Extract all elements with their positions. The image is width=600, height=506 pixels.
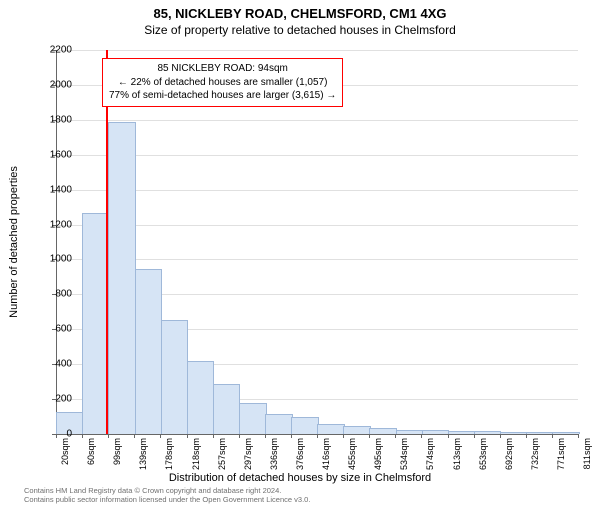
y-tick-label: 1200 xyxy=(32,219,72,230)
x-tick-label: 336sqm xyxy=(269,438,279,472)
plot-area xyxy=(56,50,578,434)
x-tick-label: 653sqm xyxy=(478,438,488,472)
histogram-bar xyxy=(474,431,502,434)
x-axis-title: Distribution of detached houses by size … xyxy=(0,472,600,484)
x-tick-mark xyxy=(474,434,475,438)
x-tick-mark xyxy=(526,434,527,438)
x-tick-mark xyxy=(500,434,501,438)
histogram-bar xyxy=(422,430,450,434)
x-tick-mark xyxy=(395,434,396,438)
x-tick-label: 771sqm xyxy=(556,438,566,472)
x-tick-mark xyxy=(265,434,266,438)
x-tick-mark xyxy=(552,434,553,438)
x-tick-mark xyxy=(134,434,135,438)
property-marker-line xyxy=(106,50,108,434)
annotation-box: 85 NICKLEBY ROAD: 94sqm ← 22% of detache… xyxy=(102,58,343,107)
x-tick-label: 297sqm xyxy=(243,438,253,472)
x-tick-mark xyxy=(369,434,370,438)
histogram-bar xyxy=(108,122,136,434)
x-tick-label: 495sqm xyxy=(373,438,383,472)
gridline xyxy=(56,120,578,121)
histogram-bar xyxy=(317,424,345,434)
page-subtitle: Size of property relative to detached ho… xyxy=(0,23,600,37)
page-title: 85, NICKLEBY ROAD, CHELMSFORD, CM1 4XG xyxy=(0,6,600,21)
x-tick-mark xyxy=(213,434,214,438)
y-tick-label: 2000 xyxy=(32,79,72,90)
y-tick-label: 1800 xyxy=(32,114,72,125)
footer-attribution: Contains HM Land Registry data © Crown c… xyxy=(24,486,310,504)
histogram-bar xyxy=(552,432,580,434)
x-tick-label: 99sqm xyxy=(112,438,122,472)
x-tick-label: 732sqm xyxy=(530,438,540,472)
annotation-line3: 77% of semi-detached houses are larger (… xyxy=(109,89,336,103)
x-tick-label: 257sqm xyxy=(217,438,227,472)
y-tick-label: 200 xyxy=(32,394,72,405)
y-tick-label: 1000 xyxy=(32,254,72,265)
y-tick-label: 600 xyxy=(32,324,72,335)
histogram-bar xyxy=(135,269,163,434)
x-tick-mark xyxy=(317,434,318,438)
x-tick-mark xyxy=(160,434,161,438)
x-tick-mark xyxy=(421,434,422,438)
x-tick-label: 178sqm xyxy=(164,438,174,472)
histogram-bar xyxy=(187,361,215,434)
y-tick-label: 400 xyxy=(32,359,72,370)
x-tick-mark xyxy=(343,434,344,438)
x-tick-mark xyxy=(578,434,579,438)
x-tick-label: 574sqm xyxy=(425,438,435,472)
histogram-bar xyxy=(369,428,397,434)
x-tick-label: 613sqm xyxy=(452,438,462,472)
x-tick-label: 218sqm xyxy=(191,438,201,472)
histogram-bar xyxy=(213,384,241,434)
x-tick-label: 811sqm xyxy=(582,438,592,472)
x-tick-mark xyxy=(291,434,292,438)
x-tick-label: 60sqm xyxy=(86,438,96,472)
histogram-bar xyxy=(448,431,476,434)
annotation-line2: ← 22% of detached houses are smaller (1,… xyxy=(109,76,336,90)
y-tick-label: 800 xyxy=(32,289,72,300)
histogram-bar xyxy=(500,432,528,434)
annotation-line1: 85 NICKLEBY ROAD: 94sqm xyxy=(109,62,336,76)
y-axis-line xyxy=(56,50,57,434)
x-tick-mark xyxy=(187,434,188,438)
histogram-bar xyxy=(343,426,371,434)
x-tick-label: 376sqm xyxy=(295,438,305,472)
y-tick-label: 2200 xyxy=(32,45,72,56)
y-tick-label: 1600 xyxy=(32,149,72,160)
x-tick-label: 416sqm xyxy=(321,438,331,472)
x-tick-label: 534sqm xyxy=(399,438,409,472)
histogram-bar xyxy=(396,430,424,434)
x-tick-label: 20sqm xyxy=(60,438,70,472)
x-tick-label: 139sqm xyxy=(138,438,148,472)
histogram-bar xyxy=(265,414,293,434)
x-tick-mark xyxy=(448,434,449,438)
x-tick-label: 455sqm xyxy=(347,438,357,472)
gridline xyxy=(56,50,578,51)
histogram-bar xyxy=(239,403,267,434)
y-axis-title: Number of detached properties xyxy=(8,166,20,318)
histogram-bar xyxy=(161,320,189,434)
histogram-bar xyxy=(526,432,554,434)
x-tick-label: 692sqm xyxy=(504,438,514,472)
footer-line1: Contains HM Land Registry data © Crown c… xyxy=(24,486,310,495)
y-tick-label: 1400 xyxy=(32,184,72,195)
chart-area xyxy=(56,50,578,434)
histogram-bar xyxy=(291,417,319,434)
x-tick-mark xyxy=(82,434,83,438)
x-tick-mark xyxy=(108,434,109,438)
x-tick-mark xyxy=(239,434,240,438)
